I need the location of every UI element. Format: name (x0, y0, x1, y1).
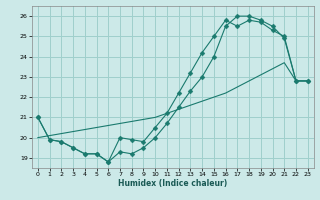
X-axis label: Humidex (Indice chaleur): Humidex (Indice chaleur) (118, 179, 228, 188)
